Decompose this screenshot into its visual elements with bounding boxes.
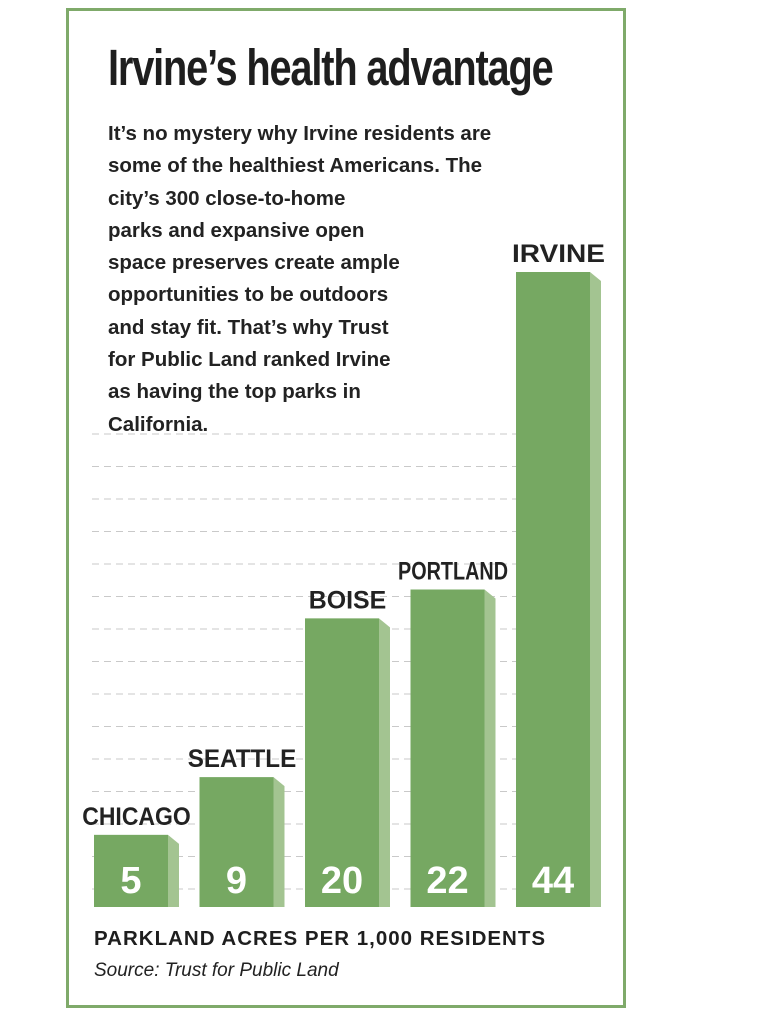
value-label: 20 [321,860,363,902]
bars: CHICAGO 5 SEATTLE 9 BOISE 20 PORTLAND 22 IRVINE 4… [82,240,605,907]
description-line: city’s 300 close-to-home [108,186,346,210]
value-label: 9 [226,860,247,902]
source-note: Source: Trust for Public Land [94,960,339,981]
bar-side-irvine [590,272,601,907]
bar-irvine [516,272,590,907]
value-label: 44 [532,860,574,902]
description-text: It’s no mystery why Irvine residents are… [108,118,568,441]
description-line: and stay fit. That’s why Trust [108,315,389,339]
category-label: CHICAGO [82,803,191,831]
value-label: 22 [426,860,468,902]
description-line: as having the top parks in [108,380,361,404]
category-label: BOISE [309,586,387,614]
category-label: SEATTLE [188,745,297,773]
bar-side-boise [379,618,390,907]
category-label: IRVINE [512,240,605,268]
bar-portland [410,589,485,907]
description-line: for Public Land ranked Irvine [108,348,391,372]
bar-chicago [94,834,168,907]
description-line: opportunities to be outdoors [108,283,389,307]
description-line: California. [108,412,209,436]
bar-side-seattle [273,777,285,907]
description-line: some of the healthiest Americans. The [108,154,483,178]
category-label: PORTLAND [398,558,508,586]
description-line: parks and expansive open [108,218,365,242]
description-line: It’s no mystery why Irvine residents are [108,122,492,145]
value-label: 5 [120,860,141,902]
x-axis-label: PARKLAND ACRES PER 1,000 RESIDENTS [94,927,547,950]
bar-side-portland [484,589,496,907]
bar-boise [305,618,379,907]
description-line: space preserves create ample [108,251,400,275]
chart-title: Irvine’s health advantage [108,39,554,96]
bar-side-chicago [168,834,179,907]
bar-seattle [199,777,274,907]
